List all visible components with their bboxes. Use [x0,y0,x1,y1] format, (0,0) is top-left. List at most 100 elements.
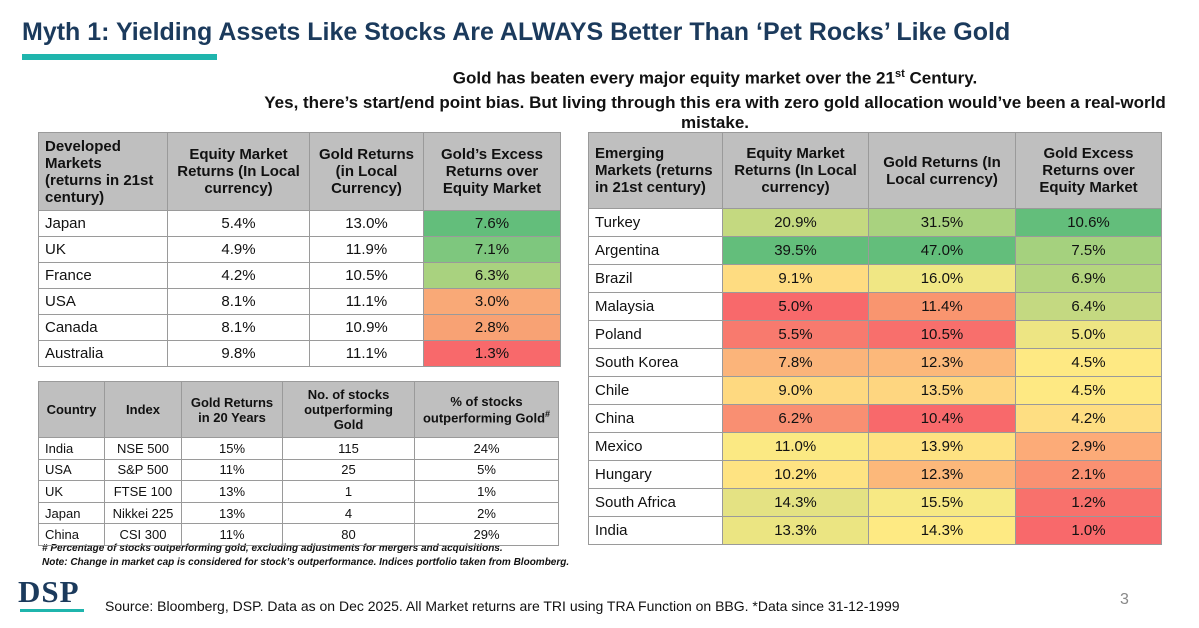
table-cell: 13.3% [722,516,869,545]
table-row: Canada 8.1% 10.9% 2.8% [38,314,561,341]
table-cell: 10.5% [309,262,424,289]
table-cell: Canada [38,314,168,341]
table-cell: 15% [181,437,283,460]
table-cell: FTSE 100 [104,480,182,503]
table-cell: 6.2% [722,404,869,433]
table-cell: 11.0% [722,432,869,461]
column-header: Gold Excess Returns over Equity Market [1015,132,1162,209]
table-cell: 29% [414,523,559,546]
table-row: China 6.2% 10.4% 4.2% [588,404,1162,433]
table-cell: China [38,523,105,546]
table-row: France 4.2% 10.5% 6.3% [38,262,561,289]
table-cell: 11% [181,458,283,482]
table-cell: 10.9% [309,314,424,341]
header-row: Emerging Markets (returns in 21st centur… [588,132,1162,209]
table-cell: Brazil [588,264,723,293]
table-cell: 12.3% [868,460,1016,489]
table-cell: 2.1% [1015,460,1162,489]
table-cell: 24% [414,437,559,460]
table-row: Japan Nikkei 225 13% 4 2% [38,501,559,525]
table-cell: 9.8% [167,340,310,367]
table-row: India NSE 500 15% 115 24% [38,437,559,460]
column-header: Equity Market Returns (In Local currency… [167,132,310,211]
table-cell: 1% [414,480,559,503]
table-cell: Japan [38,501,105,525]
table-cell: 16.0% [868,264,1016,293]
table-cell: 10.5% [868,320,1016,349]
table-cell: 31.5% [868,208,1016,237]
table-row: China CSI 300 11% 80 29% [38,523,559,546]
table-cell: Malaysia [588,292,723,321]
table-row: India 13.3% 14.3% 1.0% [588,516,1162,545]
table-row: Poland 5.5% 10.5% 5.0% [588,320,1162,349]
table-row: Japan 5.4% 13.0% 7.6% [38,210,561,237]
header-part: # [545,408,551,419]
slide-title: Myth 1: Yielding Assets Like Stocks Are … [22,18,1011,46]
table-cell: 9.1% [722,264,869,293]
table-cell: Australia [38,340,168,367]
table-cell: South Korea [588,348,723,377]
table-cell: 8.1% [167,314,310,341]
table-row: Australia 9.8% 11.1% 1.3% [38,340,561,367]
table-cell: 11% [181,523,283,546]
table-cell: India [38,437,105,460]
table-cell: 5.5% [722,320,869,349]
footnote: # Percentage of stocks outperforming gol… [42,543,503,554]
column-header: Gold Returns in 20 Years [181,381,283,438]
logo-underline [20,609,84,612]
table-row: Turkey 20.9% 31.5% 10.6% [588,208,1162,237]
table-cell: 4.2% [1015,404,1162,433]
column-header: Equity Market Returns (In Local currency… [722,132,869,209]
table-cell: Nikkei 225 [104,501,182,525]
subtitle-part: st [894,68,905,80]
table-cell: UK [38,480,105,503]
table: Developed Markets (returns in 21st centu… [38,132,561,367]
table-cell: 1.2% [1015,488,1162,517]
header-row: Country Index Gold Returns in 20 Years No. … [38,381,559,438]
table-cell: 1 [282,480,415,503]
table-row: UK FTSE 100 13% 1 1% [38,480,559,503]
header-row: Developed Markets (returns in 21st centu… [38,132,561,211]
table-cell: 13% [181,501,283,525]
table-cell: S&P 500 [104,458,182,482]
table-cell: 1.3% [423,340,561,367]
column-header: Gold Returns (in Local Currency) [309,132,424,211]
table-cell: 9.0% [722,376,869,405]
page-number: 3 [1120,591,1129,608]
table-cell: 1.0% [1015,516,1162,545]
table-cell: 11.1% [309,288,424,315]
table-row: South Korea 7.8% 12.3% 4.5% [588,348,1162,377]
logo: DSP [18,574,80,609]
table-cell: 3.0% [423,288,561,315]
table-cell: 13.5% [868,376,1016,405]
table-cell: 10.2% [722,460,869,489]
table-cell: China [588,404,723,433]
table-cell: 2% [414,501,559,525]
table-row: USA S&P 500 11% 25 5% [38,458,559,482]
table-cell: 11.1% [309,340,424,367]
table-cell: 4.5% [1015,376,1162,405]
table-cell: 80 [282,523,415,546]
table-cell: 2.8% [423,314,561,341]
column-header: Country [38,381,105,438]
subtitle-line: Yes, there’s start/end point bias. But l… [264,93,1166,132]
footnote: Note: Change in market cap is considered… [42,557,570,568]
table-cell: South Africa [588,488,723,517]
table-cell: 4.5% [1015,348,1162,377]
table-cell: 15.5% [868,488,1016,517]
table-cell: 14.3% [722,488,869,517]
table-cell: 6.4% [1015,292,1162,321]
table-cell: 7.8% [722,348,869,377]
table-cell: Hungary [588,460,723,489]
table-row: South Africa 14.3% 15.5% 1.2% [588,488,1162,517]
table-cell: CSI 300 [104,523,182,546]
table-cell: 7.5% [1015,236,1162,265]
source-note: Source: Bloomberg, DSP. Data as on Dec 2… [105,598,900,614]
subtitle-part: Gold has beaten every major equity marke… [452,68,895,88]
table-row: USA 8.1% 11.1% 3.0% [38,288,561,315]
table: Emerging Markets (returns in 21st centur… [588,132,1162,545]
table-cell: 115 [282,437,415,460]
table-cell: 4.2% [167,262,310,289]
table-cell: 14.3% [868,516,1016,545]
